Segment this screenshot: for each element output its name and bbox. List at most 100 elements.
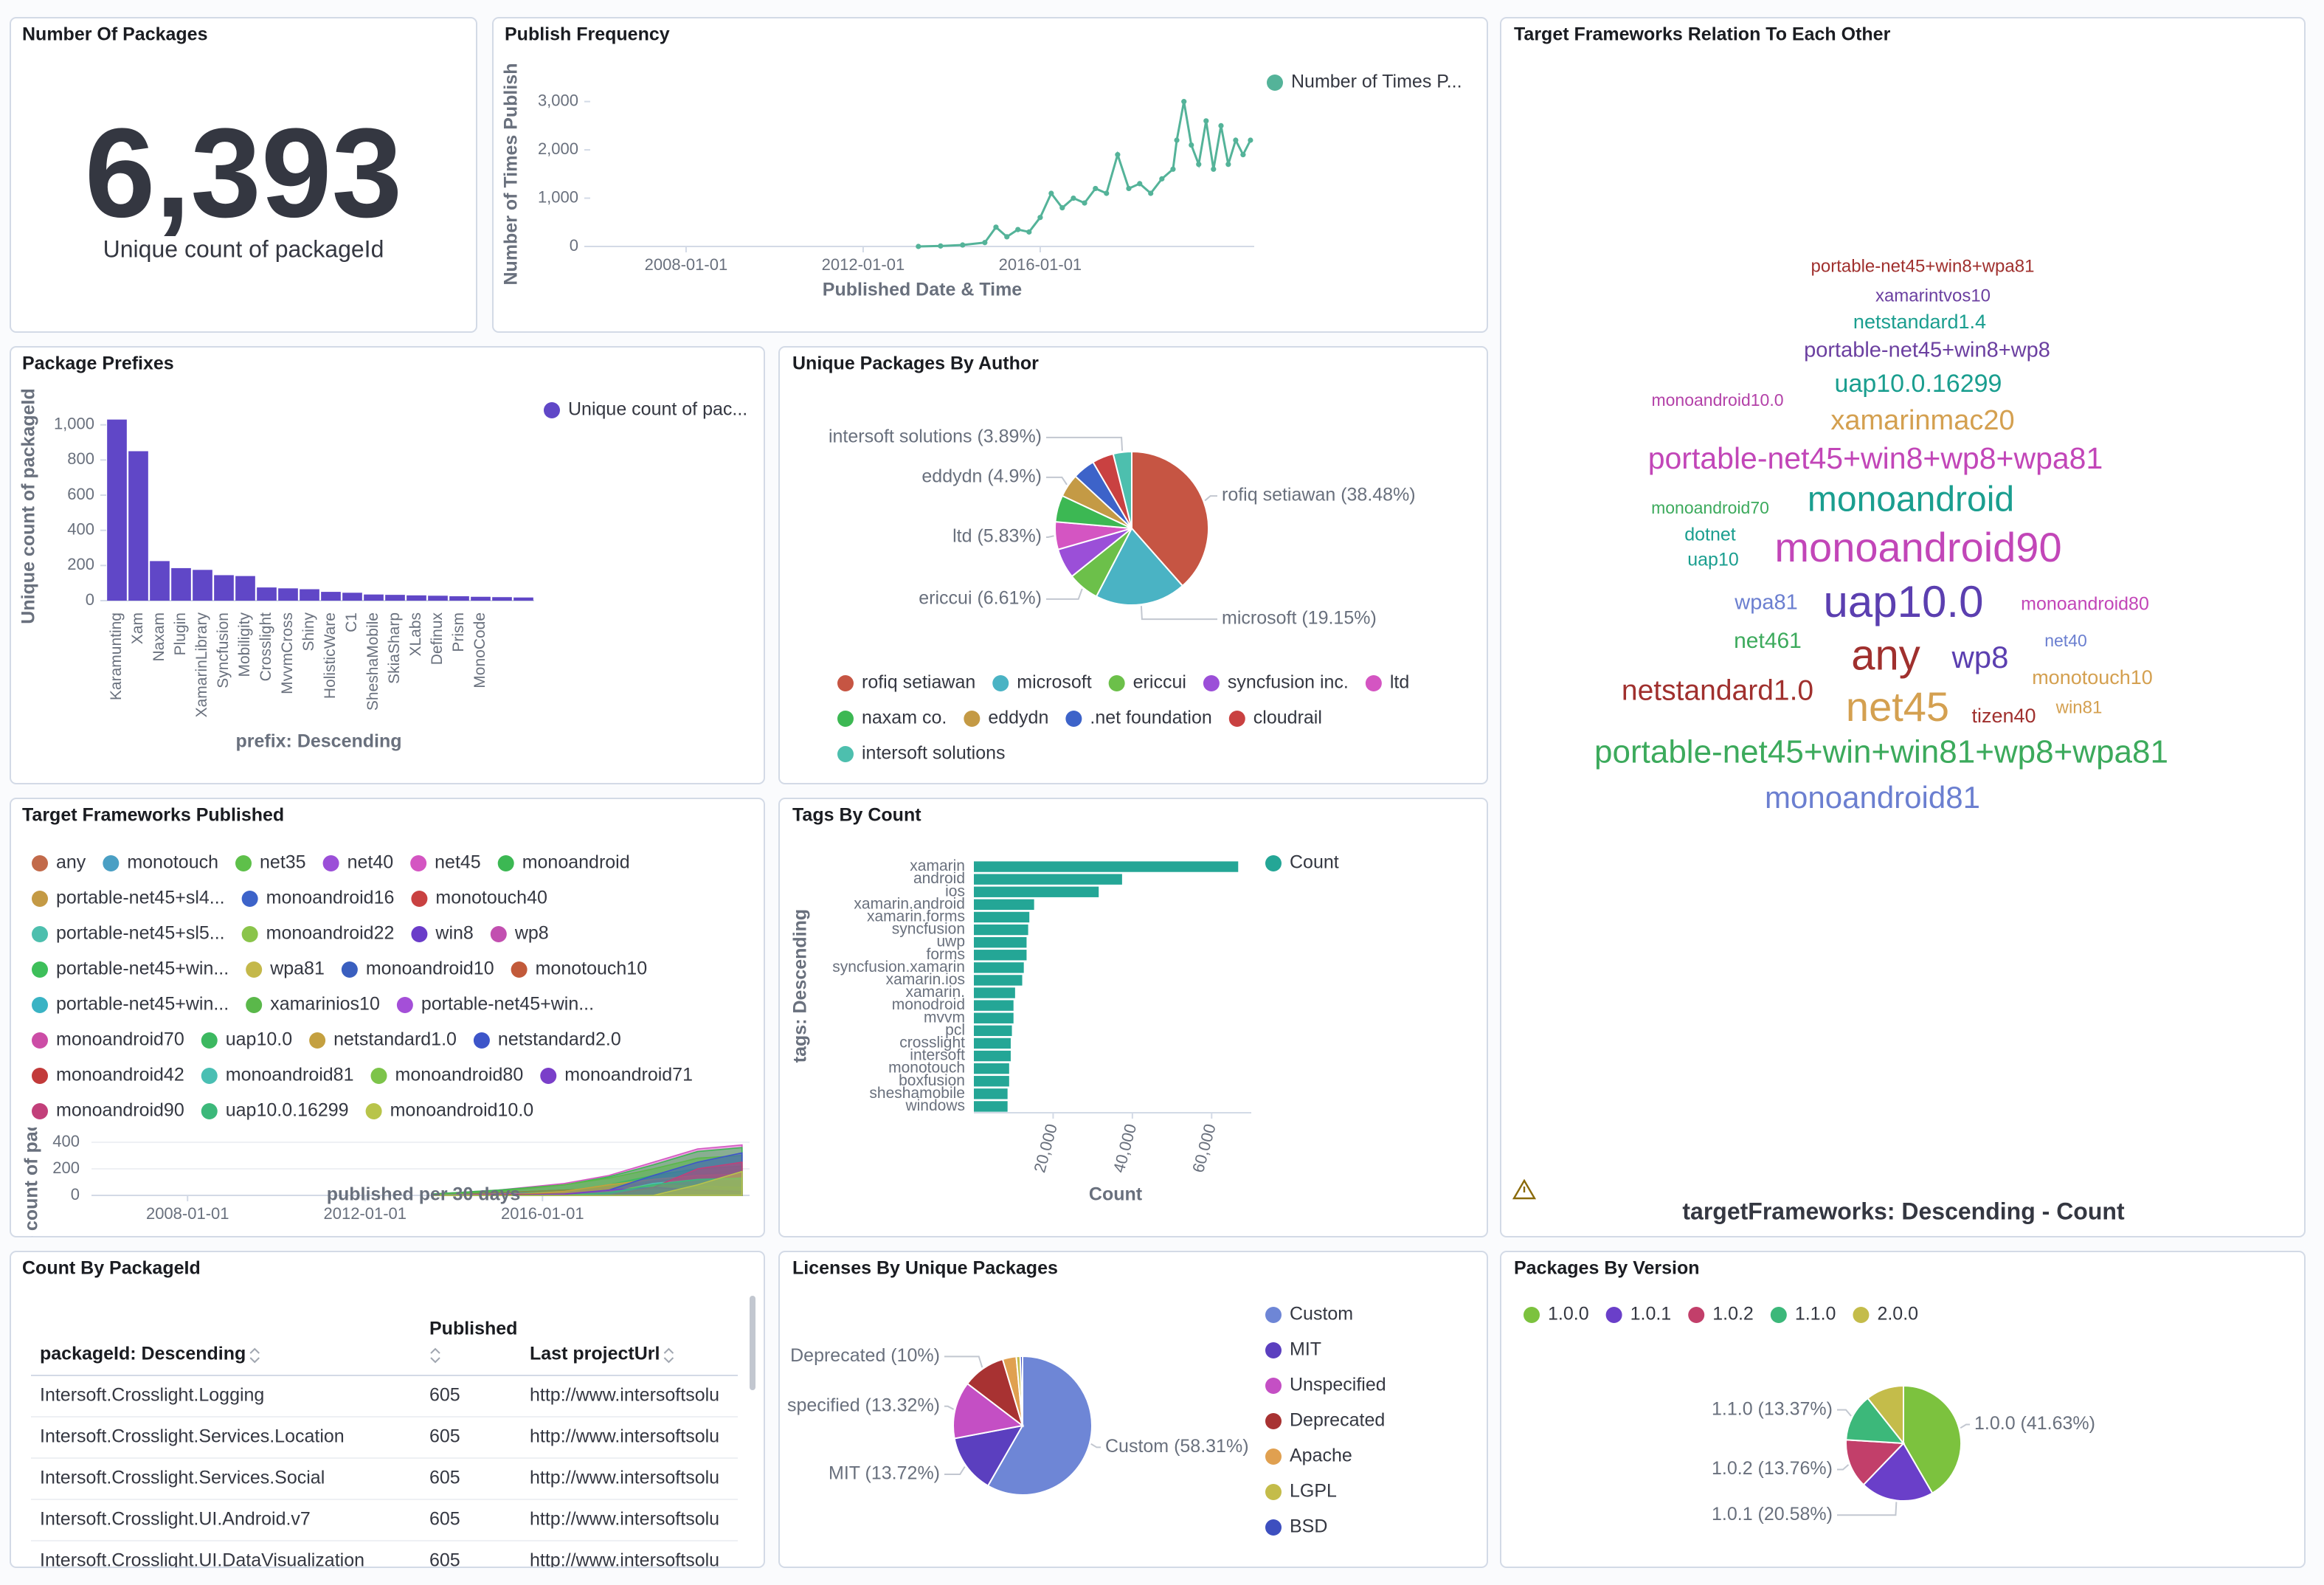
legend-label: syncfusion inc. (1228, 672, 1349, 693)
leader-line (944, 1405, 955, 1410)
legend-label: net45 (435, 852, 481, 873)
legend-label: 1.1.0 (1795, 1304, 1836, 1325)
legend-swatch (396, 997, 413, 1013)
slice-label: MIT (13.72%) (829, 1463, 940, 1484)
legend-label: rofiq setiawan (862, 672, 975, 693)
slice-label: 1.0.0 (41.63%) (1974, 1413, 2095, 1434)
x-tick-label: 2008-01-01 (645, 255, 728, 274)
legend-swatch (837, 711, 854, 727)
area (431, 1170, 743, 1196)
bar (974, 1037, 1011, 1049)
legend-swatch (1228, 711, 1245, 727)
word: monoandroid90 (1774, 524, 2061, 570)
x-tick-label: HolisticWare (322, 612, 339, 699)
x-tick-label: Shiny (300, 612, 317, 652)
legend-label: portable-net45+win... (56, 994, 229, 1015)
legend-label: microsoft (1017, 672, 1091, 693)
legend-label: .net foundation (1090, 708, 1211, 728)
slice-label: rofiq setiawan (38.48%) (1222, 485, 1416, 505)
chart: 0 1,000 2,000 3,000 2008-01-01 2012-01-01 2016… (501, 63, 1254, 300)
y-tick-label: android (913, 870, 965, 887)
table-header[interactable]: Published (429, 1319, 517, 1339)
y-tick-label: 200 (67, 555, 94, 573)
panel-title: Package Prefixes (22, 353, 174, 374)
x-tick-label: MonoCode (471, 612, 488, 688)
bar (128, 451, 148, 601)
point (1170, 166, 1176, 172)
bar (974, 1088, 1008, 1099)
y-tick-label: syncfusion (892, 921, 965, 938)
y-tick-label: 3,000 (538, 91, 578, 109)
legend-label: monotouch (127, 852, 218, 873)
y-tick-label: 2,000 (538, 139, 578, 158)
y-tick-label: 1,000 (538, 187, 578, 206)
point (1248, 137, 1253, 143)
table-cell: Intersoft.Crosslight.UI.DataVisualizatio… (40, 1550, 364, 1571)
panel-title: Unique Packages By Author (792, 353, 1039, 374)
table-cell: http://www.intersoftsolu (530, 1385, 719, 1406)
bar (300, 589, 319, 601)
pie-slice (952, 1382, 1025, 1440)
panel-title: Tags By Count (792, 805, 921, 826)
sort-icon (663, 1347, 674, 1364)
bar (974, 987, 1015, 998)
legend-swatch (32, 1032, 48, 1049)
bar (407, 595, 426, 601)
leader-line (1204, 495, 1217, 502)
table-header[interactable]: packageId: Descending (40, 1344, 246, 1364)
legend-label: monotouch10 (536, 959, 648, 979)
y-axis-label: Unique count of packageId (21, 1063, 42, 1298)
legend-swatch (1524, 1307, 1540, 1323)
table-header[interactable]: Last projectUrl (530, 1344, 660, 1364)
bar (171, 567, 191, 601)
x-axis-label: Count (1089, 1184, 1143, 1205)
pie-slice (1112, 450, 1132, 529)
table-cell: 605 (429, 1509, 460, 1530)
legend-label: wpa81 (269, 959, 325, 979)
x-axis-label: published per 30 days (327, 1184, 521, 1205)
leader-line (1837, 1409, 1852, 1417)
legend-label: portable-net45+win... (56, 959, 229, 979)
word: uap10.0.16299 (1835, 370, 2002, 398)
x-tick-label: XLabs (407, 612, 424, 657)
pie-slice (1131, 450, 1209, 587)
word: monotouch10 (2032, 666, 2153, 688)
legend-label: uap10.0 (226, 1029, 292, 1050)
legend-label: monoandroid90 (56, 1100, 184, 1121)
legend-swatch (1203, 675, 1220, 691)
legend-label: netstandard2.0 (498, 1029, 621, 1050)
legend-label: any (56, 852, 86, 873)
panel (778, 798, 1488, 1237)
legend-label: cloudrail (1253, 708, 1322, 728)
legend-swatch (201, 1068, 218, 1084)
y-tick-label: sheshamobile (869, 1085, 965, 1102)
point (1015, 227, 1021, 232)
x-tick-label: XamarinLibrary (193, 612, 210, 718)
x-tick-label: MvvmCross (279, 612, 296, 694)
legend-label: portable-net45+win... (421, 994, 594, 1015)
panel-title: Target Frameworks Published (22, 805, 284, 826)
bar (974, 1000, 1014, 1011)
point (1196, 162, 1202, 168)
legend-swatch (992, 675, 1009, 691)
bar (974, 1050, 1011, 1062)
word: win81 (2055, 697, 2103, 717)
legend-label: net35 (260, 852, 306, 873)
legend-swatch (246, 997, 263, 1013)
legend-swatch (490, 926, 507, 942)
point (1071, 195, 1076, 201)
legend-label: Unique count of pac... (568, 399, 747, 420)
bar (364, 594, 384, 601)
legend-swatch (365, 1103, 382, 1119)
legend-swatch (32, 891, 48, 907)
bar (193, 570, 212, 601)
panel-title: Count By PackageId (22, 1258, 201, 1279)
legend-swatch (1265, 1342, 1282, 1358)
leader-line (1837, 1502, 1898, 1516)
panel-title: Licenses By Unique Packages (792, 1258, 1058, 1279)
table-cell: 605 (429, 1385, 460, 1406)
slice-label: microsoft (19.15%) (1222, 608, 1377, 629)
table-cell: 605 (429, 1550, 460, 1571)
